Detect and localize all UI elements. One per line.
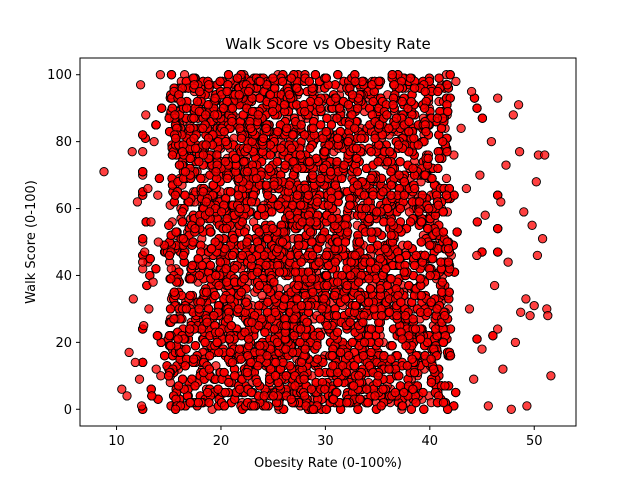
data-point — [153, 190, 163, 200]
data-point — [257, 290, 267, 301]
data-point — [493, 93, 503, 103]
chart-title: Walk Score vs Obesity Rate — [225, 35, 430, 53]
data-point — [138, 147, 148, 157]
data-point — [441, 173, 452, 184]
points-layer — [99, 70, 556, 414]
